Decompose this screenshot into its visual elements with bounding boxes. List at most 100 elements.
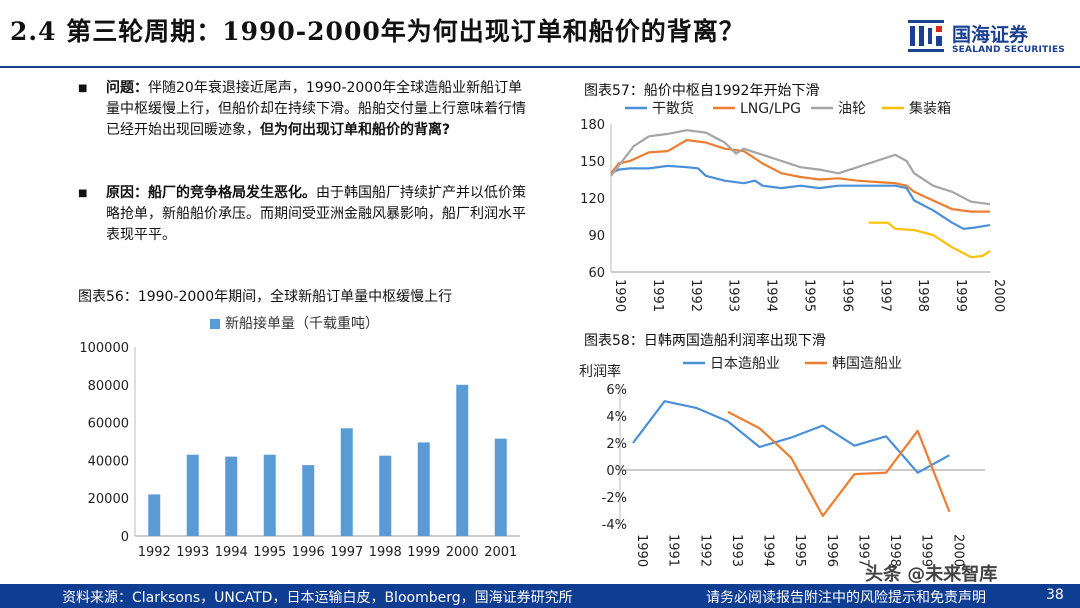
chart56-bar: [417, 442, 430, 536]
chart57-y-tick-label: 90: [588, 229, 605, 244]
chart56-title: 图表56：1990-2000年期间，全球新船订单量中枢缓慢上行: [78, 289, 453, 305]
chart56-bar: [379, 455, 392, 536]
chart56-x-tick-label: 2000: [446, 545, 479, 560]
bullet-dot-icon: ■: [78, 83, 88, 94]
chart57-y-tick-label: 120: [580, 192, 605, 207]
chart57-legend-label: LNG/LPG: [740, 101, 801, 117]
chart56-y-tick-label: 0: [121, 530, 129, 545]
chart56-y-tick-label: 40000: [88, 454, 129, 469]
chart58-legend-label: 韩国造船业: [832, 356, 902, 372]
chart58-series-line: [632, 400, 950, 474]
chart58-x-tick-label: 1993: [729, 534, 744, 567]
chart57-legend-label: 干散货: [652, 100, 694, 117]
chart58-y-axis-label: 利润率: [579, 363, 621, 380]
footer-disclaimer: 请务必阅读报告附注中的风险提示和免责声明: [706, 590, 986, 606]
footer-bar: 资料来源：Clarksons，UNCATD，日本运输白皮，Bloomberg，国…: [0, 564, 1080, 608]
sealand-logo-icon: [908, 20, 944, 52]
chart58-x-tick-label: 1995: [792, 534, 807, 567]
bullet-emphasis: 但为何出现订单和船价的背离?: [260, 122, 451, 138]
chart58-x-tick-label: 1999: [919, 534, 934, 567]
chart56-x-tick-label: 1994: [215, 545, 248, 560]
chart57-y-tick-label: 180: [580, 118, 605, 133]
chart58-title: 图表58：日韩两国造船利润率出现下滑: [584, 333, 826, 349]
chart56-y-tick-label: 20000: [88, 492, 129, 507]
chart57-x-tick-label: 1990: [612, 279, 627, 312]
chart56-bar-chart: 新船接单量（千载重吨） 020000400006000080000100000 …: [79, 315, 520, 560]
chart58-legend-label: 日本造船业: [710, 356, 780, 372]
chart58-y-tick-label: 0%: [606, 464, 627, 479]
chart57-series-line: [610, 138, 990, 213]
chart56-x-tick-label: 1999: [407, 545, 440, 560]
chart58-series-line: [727, 410, 951, 517]
chart56-x-tick-label: 1995: [253, 545, 286, 560]
logo-name-en: SEALAND SECURITIES: [952, 45, 1065, 55]
chart56-x-tick-label: 1996: [292, 545, 325, 560]
chart56-bar: [340, 428, 353, 536]
chart56-x-tick-label: 1993: [176, 545, 209, 560]
bullet-lead: 原因：船厂的竞争格局发生恶化。: [106, 185, 316, 201]
footer-source: 资料来源：Clarksons，UNCATD，日本运输白皮，Bloomberg，国…: [62, 590, 573, 606]
chart57-legend-label: 集装箱: [909, 100, 951, 117]
chart56-x-tick-label: 1992: [138, 545, 171, 560]
chart57-line-chart: 干散货 LNG/LPG 油轮 集装箱 60 90 120 150 180 1990 1991 19…: [580, 100, 1005, 312]
chart56-x-tick-label: 1998: [369, 545, 402, 560]
chart56-bar: [148, 494, 161, 536]
chart57-y-tick-label: 150: [580, 155, 605, 170]
chart56-y-tick-label: 80000: [88, 379, 129, 394]
chart58-y-tick-label: -2%: [602, 491, 627, 506]
bullet-dot-icon: ■: [78, 188, 88, 199]
chart56-legend-swatch: [210, 319, 220, 329]
chart57-x-tick-label: 1992: [688, 279, 703, 312]
bullet-text: 伴随20年衰退接近尾声，1990-2000年全球造船业新船订单量中枢缓慢上行，但…: [106, 80, 526, 138]
chart57-x-tick-label: 1999: [953, 279, 968, 312]
chart56-x-tick-label: 2001: [484, 545, 517, 560]
chart57-x-tick-label: 1991: [650, 279, 665, 312]
chart58-y-tick-label: 6%: [606, 383, 627, 398]
header-divider: [0, 66, 1080, 68]
chart58-x-tick-label: 1997: [855, 534, 870, 567]
chart57-x-tick-label: 1994: [764, 279, 779, 312]
page-title: 2.4 第三轮周期：1990-2000年为何出现订单和船价的背离？: [10, 17, 745, 46]
bullet-reason: ■ 原因：船厂的竞争格局发生恶化。由于韩国船厂持续扩产并以低价策略抢单，新船船价…: [78, 183, 538, 253]
chart56-bar: [225, 456, 238, 536]
logo-name-cn: 国海证券: [952, 24, 1029, 46]
chart56-x-tick-label: 1997: [330, 545, 363, 560]
chart58-x-tick-label: 1990: [634, 534, 649, 567]
chart58-line-chart: 利润率 日本造船业 韩国造船业 -4% -2% 0% 2% 4% 6% 1990 1991 19…: [579, 356, 985, 567]
chart58-y-tick-label: 4%: [606, 410, 627, 425]
chart58-x-tick-label: 2000: [950, 534, 965, 567]
chart56-bar: [456, 384, 469, 536]
chart56-y-tick-label: 100000: [79, 341, 129, 356]
chart56-bar: [302, 465, 315, 536]
chart58-x-tick-label: 1996: [824, 534, 839, 567]
chart57-series-line: [610, 164, 991, 230]
chart57-x-tick-label: 1993: [726, 279, 741, 312]
chart57-series-line: [868, 221, 991, 259]
chart58-y-tick-label: -4%: [602, 518, 627, 533]
chart57-x-tick-label: 1995: [802, 279, 817, 312]
chart58-y-tick-label: 2%: [606, 437, 627, 452]
footer-watermark: 头条 @未来智库: [865, 564, 998, 585]
bullet-lead: 问题：: [106, 80, 148, 96]
page-number: 38: [1046, 587, 1064, 603]
chart58-x-tick-label: 1991: [666, 534, 681, 567]
chart58-x-tick-label: 1998: [887, 534, 902, 567]
chart58-x-tick-label: 1994: [761, 534, 776, 567]
chart57-legend-label: 油轮: [838, 101, 866, 117]
chart56-bar: [263, 454, 276, 536]
bullet-text: 由于韩国船厂持续扩产并以低价策略抢单，新船船价承压。而期间受亚洲金融风暴影响，船…: [106, 185, 526, 243]
chart56-legend-label: 新船接单量（千载重吨）: [225, 315, 379, 332]
chart57-series-line: [610, 129, 991, 206]
chart57-x-tick-label: 1998: [915, 279, 930, 312]
chart57-x-tick-label: 2000: [991, 279, 1005, 312]
chart57-x-tick-label: 1997: [877, 279, 892, 312]
chart56-bar: [186, 454, 199, 536]
chart56-bar: [494, 438, 507, 536]
chart57-x-tick-label: 1996: [839, 279, 854, 312]
brand-logo: 国海证券 SEALAND SECURITIES: [906, 14, 1066, 60]
bullet-question: ■ 问题：伴随20年衰退接近尾声，1990-2000年全球造船业新船订单量中枢缓…: [78, 78, 538, 168]
chart56-y-tick-label: 60000: [88, 417, 129, 432]
chart57-y-tick-label: 60: [588, 266, 605, 281]
chart58-x-tick-label: 1992: [697, 534, 712, 567]
chart57-title: 图表57：船价中枢自1992年开始下滑: [584, 83, 820, 99]
